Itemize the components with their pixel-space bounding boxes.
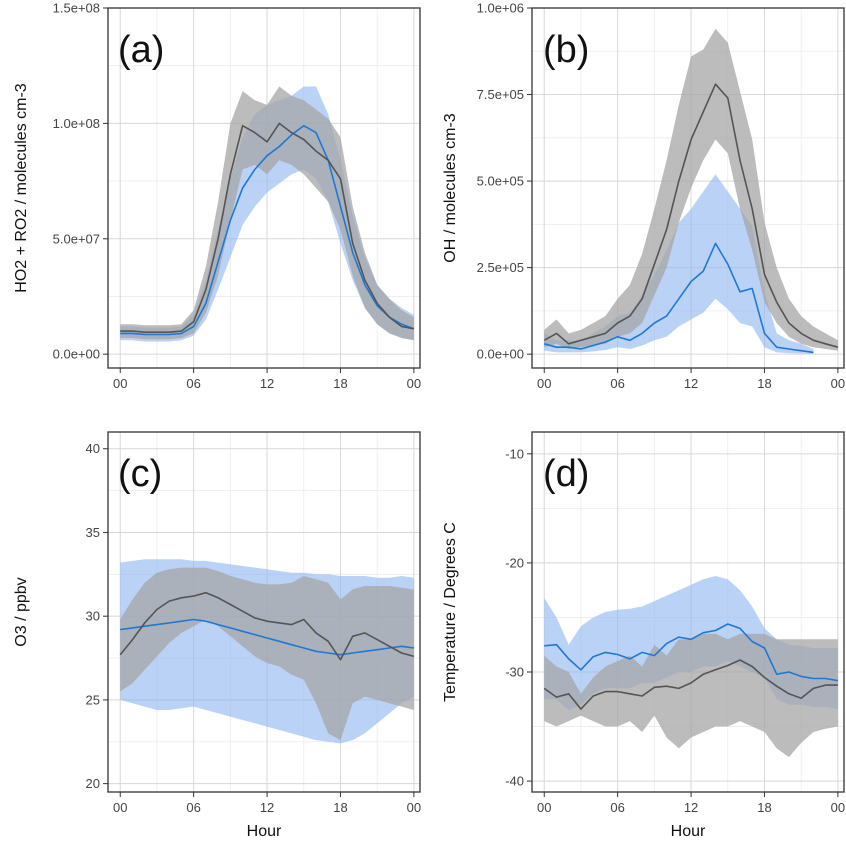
panel-c-x-tick-label: 12	[260, 800, 274, 815]
panel-b-x-tick-label: 12	[684, 376, 698, 391]
panel-d-model-line	[544, 623, 839, 682]
panel-a-y-tick-label: 0.0e+00	[53, 347, 100, 362]
panel-c-frame	[107, 431, 421, 793]
panel-a-frame	[107, 7, 421, 369]
panel-b-x-tick-label: 00	[537, 376, 551, 391]
panel-d-x-tick-label: 18	[757, 800, 771, 815]
panel-a-label: (a)	[118, 29, 164, 71]
panel-a-x-tick-label: 06	[186, 376, 200, 391]
panel-c-y-tick-label: 20	[86, 776, 100, 791]
panel-d-y-tick-label: -30	[505, 665, 524, 680]
panel-c: 00 06 12 18 00 20 25 30 35 40 (c) O3 / ppbv Hour	[13, 431, 421, 840]
panel-d-y-tick-label: -10	[505, 446, 524, 461]
panel-d-obs-line	[543, 659, 838, 710]
panel-d-y-axis-label: Temperature / Degrees C	[442, 522, 459, 702]
panel-c-x-tick-label: 00	[407, 800, 421, 815]
panel-b-frame	[531, 7, 845, 369]
panel-c-y-tick-label: 35	[86, 525, 100, 540]
panel-b-obs-line	[543, 83, 839, 348]
panel-b-y-axis-label: OH / molecules cm-3	[442, 113, 459, 262]
panel-a-model-line	[120, 124, 415, 336]
panel-c-x-tick-label: 00	[113, 800, 127, 815]
panel-a-obs-line	[120, 122, 415, 334]
panel-d-x-tick-label: 00	[831, 800, 845, 815]
panel-a-y-axis-label: HO2 + RO2 / molecules cm-3	[13, 83, 30, 293]
panel-d: 00 06 12 18 00 -40 -30 -20 -10 (d) Temperature /…	[442, 431, 845, 840]
panel-c-label: (c)	[118, 453, 162, 495]
panel-a-x-tick-label: 00	[407, 376, 421, 391]
panel-d-y-tick-label: -20	[505, 555, 524, 570]
panel-d-x-tick-label: 06	[610, 800, 624, 815]
panel-a-x-tick-label: 12	[260, 376, 274, 391]
panel-d-x-axis-label: Hour	[671, 823, 706, 840]
panel-b: 00 06 12 18 00 0.0e+00 2.5e+05 5.0e+05 7.5e+05 1.…	[442, 1, 845, 392]
panel-b-y-tick-label: 1.0e+06	[477, 1, 524, 16]
panel-b-x-tick-label: 18	[757, 376, 771, 391]
panel-c-y-tick-label: 40	[86, 441, 100, 456]
panel-d-x-tick-label: 00	[537, 800, 551, 815]
panel-a-x-tick-label: 18	[333, 376, 347, 391]
panel-a-y-tick-label: 5.0e+07	[53, 231, 100, 246]
panel-d-frame	[531, 431, 845, 793]
panel-c-obs-band	[120, 567, 414, 741]
panel-c-x-axis-label: Hour	[247, 823, 282, 840]
panel-c-y-axis-label: O3 / ppbv	[13, 577, 30, 646]
panel-b-y-tick-label: 5.0e+05	[477, 174, 524, 189]
panel-b-model-line	[543, 242, 814, 354]
panel-b-label: (b)	[543, 29, 589, 71]
panel-c-x-tick-label: 18	[333, 800, 347, 815]
panel-d-x-tick-label: 12	[684, 800, 698, 815]
panel-d-obs-band	[544, 633, 838, 758]
panel-a-y-tick-label: 1.5e+08	[53, 1, 100, 16]
panel-b-y-tick-label: 7.5e+05	[477, 87, 524, 102]
panel-a-x-tick-label: 00	[113, 376, 127, 391]
panel-c-obs-line	[119, 591, 415, 661]
panel-d-label: (d)	[543, 453, 589, 495]
panel-a-y-tick-label: 1.0e+08	[53, 116, 100, 131]
panel-a-obs-band	[120, 86, 414, 341]
panel-b-y-tick-label: 2.5e+05	[477, 260, 524, 275]
panel-c-y-tick-label: 25	[86, 692, 100, 707]
panel-b-x-tick-label: 06	[610, 376, 624, 391]
panel-c-y-tick-label: 30	[86, 609, 100, 624]
panel-b-y-tick-label: 0.0e+00	[477, 347, 524, 362]
panel-a: 00 06 12 18 00 0.0e+00 5.0e+07 1.0e+08 1.5e+08 (…	[13, 1, 421, 392]
panel-c-model-line	[120, 618, 415, 656]
panel-b-x-tick-label: 00	[831, 376, 845, 391]
panel-c-x-tick-label: 06	[186, 800, 200, 815]
panel-d-y-tick-label: -40	[505, 774, 524, 789]
